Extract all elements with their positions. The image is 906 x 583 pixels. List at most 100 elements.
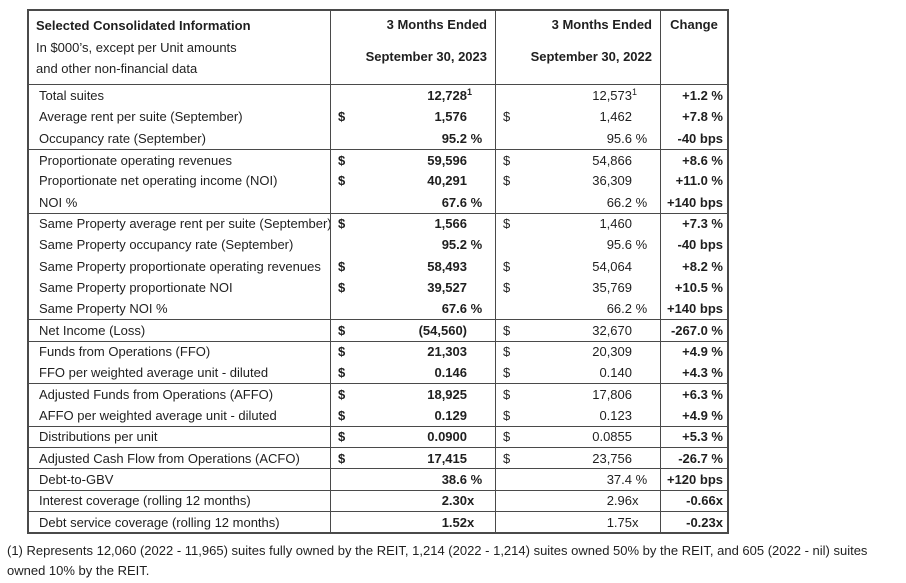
- dollar-sign: $: [503, 365, 511, 380]
- dollar-sign: $: [338, 322, 346, 338]
- cell-suffix: 1: [467, 85, 472, 106]
- dollar-sign: $: [338, 216, 346, 232]
- cell-number: 95.2: [441, 130, 467, 146]
- value-2022: 66.2 %: [495, 297, 660, 320]
- change-value: +7.3 %: [660, 212, 727, 235]
- row-label: Distributions per unit: [29, 425, 330, 447]
- value-2023: $0.129: [330, 404, 495, 426]
- value-2023: 95.2 %: [330, 234, 495, 256]
- header-date-line: September 30, 2022: [530, 49, 652, 64]
- cell-suffix: x: [632, 514, 639, 530]
- value-2022: 95.6 %: [495, 234, 660, 256]
- value-2022: 95.6 %: [495, 127, 660, 149]
- cell-number: 1,566: [434, 216, 467, 232]
- cell-suffix: x: [467, 493, 475, 509]
- value-2022: $0.0855: [495, 425, 660, 448]
- row-label: Average rent per suite (September): [39, 109, 243, 125]
- value-2022: $20,309: [495, 340, 660, 362]
- row-label: Same Property NOI %: [39, 301, 168, 317]
- row-label: Debt-to-GBV: [29, 468, 330, 489]
- value-2022: 66.2 %: [495, 191, 660, 213]
- change-value: +120 bps: [660, 468, 727, 490]
- change-value: +6.3 %: [660, 383, 727, 405]
- cell-number: 66.2: [606, 301, 632, 317]
- value-2023: $0.0900: [330, 425, 495, 448]
- value-2023: 67.6 %: [330, 297, 495, 320]
- dollar-sign: $: [503, 109, 511, 125]
- value-2022: 12,573 1: [495, 85, 660, 107]
- cell-number: 35,769: [592, 279, 632, 295]
- cell-number: 39,527: [427, 279, 467, 295]
- value-2022: $32,670: [495, 319, 660, 341]
- cell-number: 17,806: [592, 386, 632, 402]
- value-2022: 1.75 x: [495, 510, 660, 533]
- table-body: Selected Consolidated Information In $00…: [29, 11, 727, 533]
- dollar-sign: $: [503, 450, 511, 466]
- header-period-line: 3 Months Ended: [386, 17, 487, 32]
- footnote-marker: 1: [467, 87, 473, 98]
- change-value: +4.3 %: [660, 361, 727, 384]
- value-2023: 67.6 %: [330, 191, 495, 213]
- change-value: +7.8 %: [660, 106, 727, 128]
- cell-number: 17,415: [427, 450, 467, 466]
- dollar-sign: $: [338, 450, 346, 466]
- value-2022: 2.96 x: [495, 489, 660, 511]
- dollar-sign: $: [338, 429, 346, 445]
- cell-number: 1,460: [599, 216, 632, 232]
- value-2023: $0.146: [330, 361, 495, 384]
- change-value: +4.9 %: [660, 404, 727, 426]
- change-value: +4.9 %: [660, 340, 727, 362]
- dollar-sign: $: [338, 109, 346, 125]
- row-label: Adjusted Funds from Operations (AFFO): [29, 383, 330, 404]
- header-change: Change: [660, 11, 727, 85]
- cell-suffix: %: [467, 130, 483, 146]
- value-2022: 37.4 %: [495, 468, 660, 490]
- cell-suffix: %: [467, 471, 483, 487]
- cell-number: 1,462: [599, 109, 632, 125]
- value-2022: $36,309: [495, 170, 660, 192]
- value-2022: $1,460: [495, 212, 660, 235]
- header-date-line: September 30, 2023: [365, 49, 487, 64]
- cell-number: 0.123: [599, 407, 632, 423]
- change-value: -26.7 %: [660, 447, 727, 469]
- dollar-sign: $: [338, 365, 346, 380]
- row-label: FFO per weighted average unit - diluted: [39, 365, 269, 380]
- cell-suffix: %: [467, 301, 483, 317]
- row-label: Total suites: [39, 88, 105, 104]
- dollar-sign: $: [503, 344, 511, 360]
- row-label: Occupancy rate (September): [39, 130, 206, 146]
- cell-suffix: %: [467, 194, 483, 210]
- cell-number: 67.6: [441, 194, 467, 210]
- cell-number: 95.2: [441, 237, 467, 253]
- dollar-sign: $: [338, 386, 346, 402]
- value-2022: $17,806: [495, 383, 660, 405]
- cell-number: 12,573: [592, 88, 632, 104]
- cell-number: 38.6: [441, 471, 467, 487]
- cell-suffix: %: [632, 130, 648, 146]
- change-value: +8.6 %: [660, 148, 727, 171]
- value-2023: $1,566: [330, 212, 495, 235]
- row-label: Same Property occupancy rate (September): [39, 237, 294, 253]
- cell-number: 95.6: [606, 130, 632, 146]
- value-2023: 1.52 x: [330, 510, 495, 533]
- change-value: +10.5 %: [660, 276, 727, 298]
- cell-number: 0.129: [434, 407, 467, 423]
- value-2023: 2.30 x: [330, 489, 495, 511]
- value-2023: $58,493: [330, 255, 495, 277]
- cell-number: 1,576: [434, 109, 467, 125]
- value-2023: $59,596: [330, 148, 495, 171]
- cell-number: (54,560): [418, 322, 467, 338]
- dollar-sign: $: [503, 386, 511, 402]
- change-value: +140 bps: [660, 297, 727, 320]
- row-label: Same Property proportionate NOI: [39, 279, 233, 295]
- value-2023: $ (54,560): [330, 319, 495, 341]
- change-value: -40 bps: [660, 234, 727, 256]
- change-value: +8.2 %: [660, 255, 727, 277]
- row-label: Proportionate operating revenues: [29, 148, 330, 170]
- dollar-sign: $: [503, 173, 511, 189]
- cell-suffix: x: [467, 514, 475, 530]
- cell-number: 67.6: [441, 301, 467, 317]
- cell-suffix: x: [632, 493, 639, 509]
- change-value: -267.0 %: [660, 319, 727, 341]
